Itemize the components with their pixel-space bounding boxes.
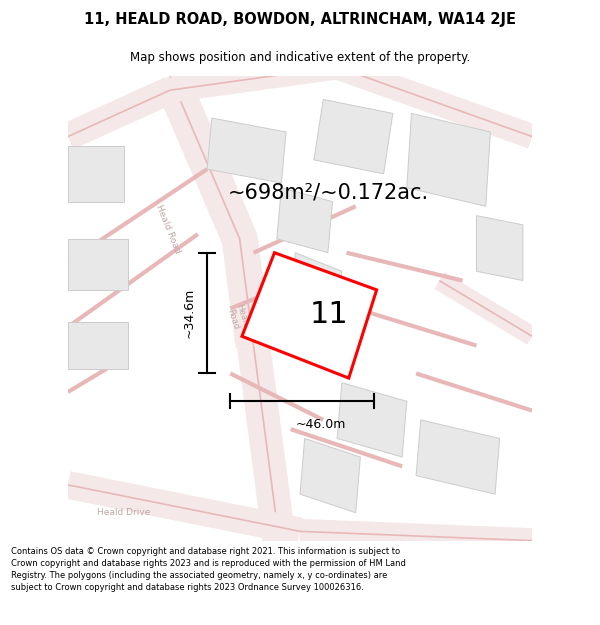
Polygon shape <box>314 99 393 174</box>
Polygon shape <box>476 216 523 281</box>
Text: Heald
Road: Heald Road <box>224 303 250 332</box>
Polygon shape <box>68 146 124 202</box>
Polygon shape <box>407 113 490 206</box>
Polygon shape <box>68 239 128 290</box>
Text: Heald Road: Heald Road <box>154 204 182 255</box>
Polygon shape <box>300 439 361 512</box>
Polygon shape <box>68 322 128 369</box>
Text: ~46.0m: ~46.0m <box>296 418 346 431</box>
Polygon shape <box>291 253 342 318</box>
Text: Heald Drive: Heald Drive <box>97 508 150 518</box>
Text: Map shows position and indicative extent of the property.: Map shows position and indicative extent… <box>130 51 470 64</box>
Polygon shape <box>337 382 407 457</box>
Text: ~698m²/~0.172ac.: ~698m²/~0.172ac. <box>227 182 428 203</box>
Text: 11: 11 <box>310 300 349 329</box>
Text: ~34.6m: ~34.6m <box>183 288 196 338</box>
Text: 11, HEALD ROAD, BOWDON, ALTRINCHAM, WA14 2JE: 11, HEALD ROAD, BOWDON, ALTRINCHAM, WA14… <box>84 11 516 26</box>
Polygon shape <box>242 253 377 378</box>
Polygon shape <box>416 420 500 494</box>
Text: Contains OS data © Crown copyright and database right 2021. This information is : Contains OS data © Crown copyright and d… <box>11 548 406 592</box>
Polygon shape <box>207 118 286 183</box>
Polygon shape <box>277 188 332 253</box>
